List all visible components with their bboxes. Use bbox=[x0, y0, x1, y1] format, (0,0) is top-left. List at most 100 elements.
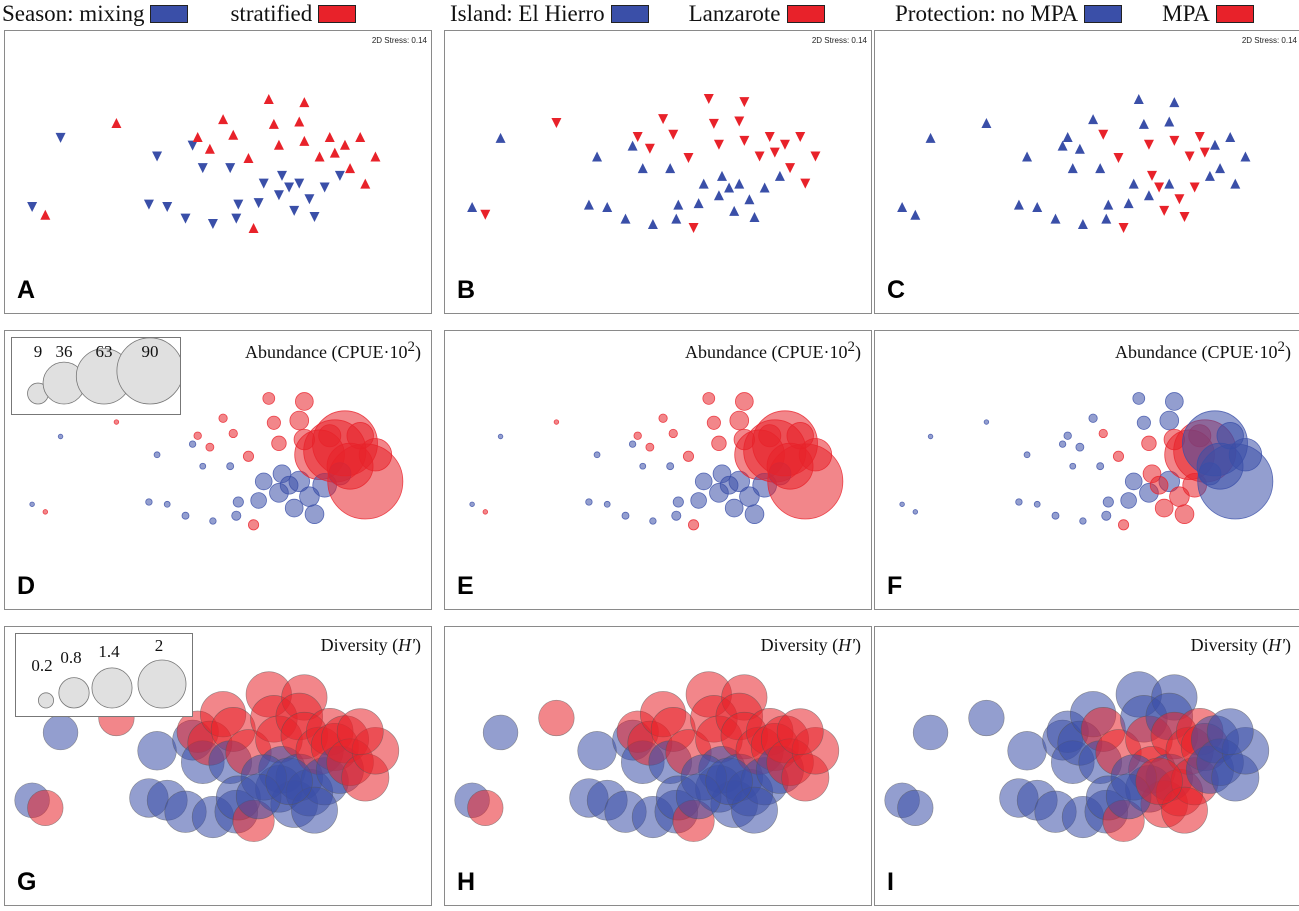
nmds-point bbox=[1062, 132, 1073, 143]
legend-swatch-red bbox=[1215, 5, 1254, 23]
nmds-point bbox=[1209, 139, 1220, 150]
diversity-season-plot bbox=[14, 671, 400, 842]
nmds-point bbox=[180, 213, 191, 224]
nmds-point bbox=[268, 118, 279, 129]
panel-g: Diversity (H') 0.2 0.8 1.4 2 G bbox=[4, 626, 432, 906]
nmds-point bbox=[284, 182, 295, 193]
abundance-bubble bbox=[1159, 410, 1180, 431]
nmds-point bbox=[708, 118, 719, 129]
abundance-bubble bbox=[649, 517, 657, 525]
nmds-point bbox=[304, 194, 315, 205]
abundance-bubble bbox=[724, 498, 744, 518]
abundance-bubble bbox=[690, 492, 707, 509]
abundance-bubble bbox=[266, 415, 281, 430]
nmds-point bbox=[1067, 163, 1078, 174]
nmds-point bbox=[1095, 163, 1106, 174]
diversity-legend-label-0.2: 0.2 bbox=[31, 656, 53, 675]
legend-island: Island: El Hierro Lanzarote bbox=[450, 0, 825, 28]
diversity-bubble bbox=[467, 789, 504, 826]
nmds-point bbox=[495, 132, 506, 143]
abundance-bubble bbox=[1023, 451, 1031, 459]
nmds-point bbox=[551, 118, 562, 129]
abundance-bubble bbox=[226, 462, 235, 471]
nmds-point bbox=[1074, 143, 1085, 154]
diversity-title: Diversity (H') bbox=[320, 635, 421, 655]
abundance-bubble bbox=[254, 472, 273, 491]
abundance-bubble bbox=[284, 498, 304, 518]
abundance-bubble bbox=[1098, 428, 1108, 439]
diversity-bubble bbox=[336, 708, 384, 756]
nmds-point bbox=[769, 147, 780, 158]
panel-label: B bbox=[457, 276, 476, 304]
nmds-point bbox=[1159, 205, 1170, 216]
diversity-title: Diversity (H') bbox=[760, 635, 861, 655]
nmds-point bbox=[1022, 151, 1033, 162]
diversity-size-legend: 0.2 0.8 1.4 2 bbox=[15, 633, 193, 717]
abundance-size-legend: 9 36 63 90 bbox=[11, 337, 181, 415]
nmds-point bbox=[204, 143, 215, 154]
diversity-legend-circles bbox=[38, 659, 187, 709]
abundance-bubble bbox=[209, 517, 217, 525]
abundance-bubble bbox=[181, 511, 190, 520]
abundance-bubble bbox=[1216, 422, 1244, 450]
legend-title: Protection: no MPA bbox=[895, 1, 1079, 26]
abundance-bubble bbox=[497, 433, 504, 440]
nmds-point bbox=[1154, 182, 1165, 193]
abundance-bubble bbox=[1141, 435, 1157, 452]
nmds-point bbox=[467, 201, 478, 212]
abundance-bubble bbox=[694, 472, 713, 491]
abundance-bubble bbox=[786, 422, 814, 450]
diversity-protection-plot bbox=[884, 671, 1270, 842]
abundance-bubble bbox=[983, 419, 990, 425]
nmds-point bbox=[759, 182, 770, 193]
nmds-point bbox=[294, 116, 305, 127]
abundance-bubble bbox=[639, 462, 647, 470]
abundance-bubble bbox=[228, 428, 238, 439]
nmds-point bbox=[27, 201, 38, 212]
nmds-point bbox=[637, 163, 648, 174]
abundance-bubble bbox=[279, 475, 299, 495]
nmds-point bbox=[734, 116, 745, 127]
stress-label: 2D Stress: 0.14 bbox=[1241, 36, 1297, 45]
nmds-protection-plot bbox=[897, 93, 1251, 233]
nmds-point bbox=[620, 213, 631, 224]
nmds-season-plot bbox=[27, 93, 381, 233]
nmds-point bbox=[693, 198, 704, 209]
nmds-point bbox=[355, 132, 366, 143]
abundance-legend-label-36: 36 bbox=[55, 342, 73, 361]
abundance-bubble bbox=[113, 419, 120, 425]
panel-d: Abundance (CPUE·102) 9 36 63 90 D bbox=[4, 330, 432, 610]
legend-swatch-blue bbox=[610, 5, 649, 23]
abundance-bubble bbox=[1069, 462, 1077, 470]
panel-label: A bbox=[17, 276, 36, 304]
nmds-point bbox=[698, 178, 709, 189]
nmds-point bbox=[981, 118, 992, 129]
nmds-point bbox=[289, 205, 300, 216]
nmds-point bbox=[724, 182, 735, 193]
nmds-point bbox=[370, 151, 381, 162]
abundance-bubble bbox=[199, 462, 207, 470]
abundance-bubble bbox=[1165, 392, 1184, 411]
abundance-bubble bbox=[899, 501, 905, 507]
nmds-point bbox=[192, 132, 203, 143]
nmds-point bbox=[299, 135, 310, 146]
abundance-bubble bbox=[711, 435, 727, 452]
nmds-point bbox=[739, 135, 750, 146]
abundance-bubble bbox=[163, 500, 171, 508]
nmds-point bbox=[143, 199, 154, 210]
diversity-bubble bbox=[1007, 731, 1047, 771]
abundance-bubble bbox=[1132, 392, 1146, 405]
nmds-point bbox=[319, 182, 330, 193]
nmds-point bbox=[1032, 201, 1043, 212]
nmds-point bbox=[1013, 199, 1024, 210]
nmds-point bbox=[225, 163, 236, 174]
nmds-point bbox=[258, 178, 269, 189]
legend-title: Season: mixing bbox=[2, 1, 145, 26]
abundance-bubble bbox=[735, 392, 754, 411]
nmds-point bbox=[1113, 153, 1124, 164]
nmds-point bbox=[683, 153, 694, 164]
panel-label: C bbox=[887, 276, 906, 304]
abundance-bubble bbox=[29, 501, 35, 507]
nmds-point bbox=[1128, 178, 1139, 189]
abundance-bubble bbox=[1136, 415, 1151, 430]
